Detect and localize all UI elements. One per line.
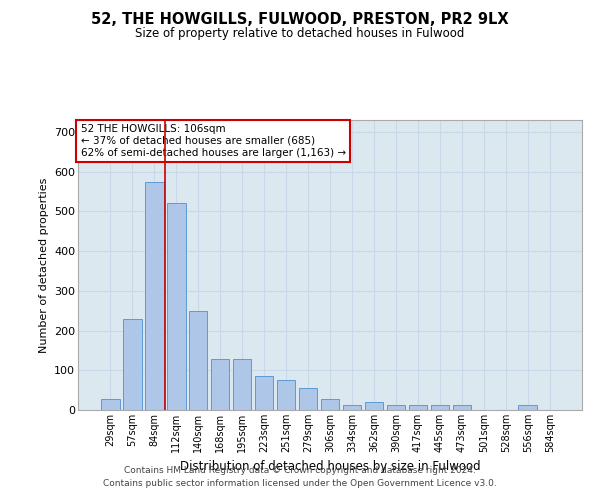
Bar: [189, 312, 208, 410]
Text: Size of property relative to detached houses in Fulwood: Size of property relative to detached ho…: [136, 28, 464, 40]
Text: 52 THE HOWGILLS: 106sqm
← 37% of detached houses are smaller (685)
62% of semi-d: 52 THE HOWGILLS: 106sqm ← 37% of detache…: [80, 124, 346, 158]
Bar: [320, 400, 340, 410]
Bar: [299, 388, 317, 410]
Bar: [452, 405, 471, 410]
Y-axis label: Number of detached properties: Number of detached properties: [38, 178, 49, 352]
Bar: [101, 400, 119, 410]
Bar: [518, 405, 537, 410]
Bar: [409, 405, 427, 410]
Bar: [123, 320, 142, 410]
Text: 52, THE HOWGILLS, FULWOOD, PRESTON, PR2 9LX: 52, THE HOWGILLS, FULWOOD, PRESTON, PR2 …: [91, 12, 509, 28]
Bar: [167, 204, 185, 410]
Bar: [145, 182, 164, 410]
X-axis label: Distribution of detached houses by size in Fulwood: Distribution of detached houses by size …: [179, 460, 481, 473]
Bar: [431, 405, 449, 410]
Bar: [277, 380, 295, 410]
Bar: [343, 405, 361, 410]
Bar: [255, 376, 274, 410]
Bar: [211, 359, 229, 410]
Bar: [365, 402, 383, 410]
Text: Contains HM Land Registry data © Crown copyright and database right 2024.
Contai: Contains HM Land Registry data © Crown c…: [103, 466, 497, 487]
Bar: [233, 359, 251, 410]
Bar: [386, 405, 405, 410]
